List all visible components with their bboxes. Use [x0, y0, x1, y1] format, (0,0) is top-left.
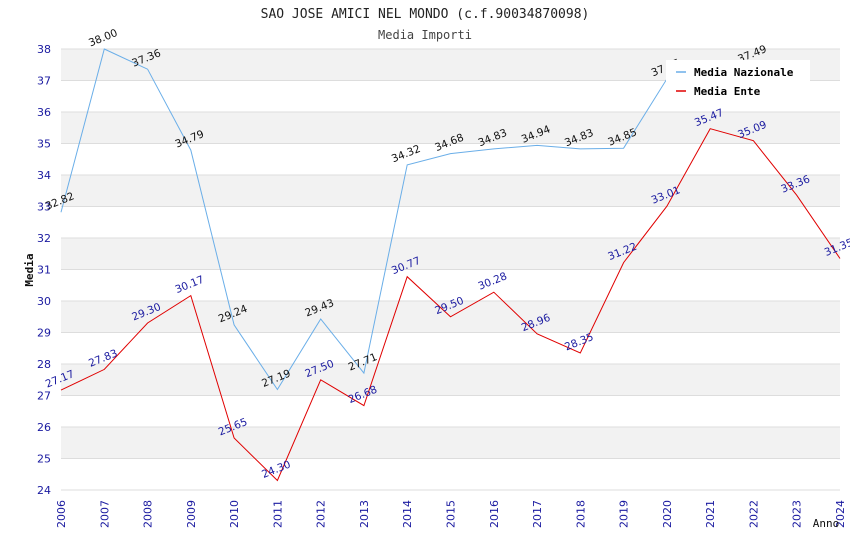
x-tick-label: 2021: [704, 500, 717, 528]
y-axis-label: Media: [23, 253, 36, 286]
x-tick-label: 2017: [531, 500, 544, 528]
grid-band: [61, 238, 840, 270]
x-tick-label: 2010: [228, 500, 241, 528]
grid-band: [61, 112, 840, 144]
x-tick-label: 2015: [445, 500, 458, 528]
y-tick-label: 32: [37, 232, 51, 245]
x-tick-label: 2019: [618, 500, 631, 528]
y-tick-label: 24: [37, 484, 51, 497]
data-label: 24.30: [260, 459, 292, 481]
x-tick-label: 2016: [488, 500, 501, 528]
grid-bands: [61, 49, 840, 459]
x-tick-label: 2014: [401, 500, 414, 528]
y-tick-label: 25: [37, 453, 51, 466]
y-tick-label: 26: [37, 421, 51, 434]
x-tick-label: 2013: [358, 500, 371, 528]
grid-band: [61, 364, 840, 396]
legend: Media Nazionale Media Ente: [666, 60, 810, 100]
legend-label: Media Nazionale: [694, 66, 794, 79]
y-tick-label: 27: [37, 390, 51, 403]
y-tick-label: 38: [37, 43, 51, 56]
x-tick-label: 2012: [315, 500, 328, 528]
chart-title: SAO JOSE AMICI NEL MONDO (c.f.9003487009…: [261, 7, 590, 22]
y-tick-label: 33: [37, 201, 51, 214]
x-axis-ticks: 2006 2007 2008 2009 2010 2011 2012 2013 2014 2015…: [55, 500, 847, 528]
y-tick-label: 35: [37, 138, 51, 151]
x-tick-label: 2018: [574, 500, 587, 528]
y-tick-label: 36: [37, 106, 51, 119]
grid-band: [61, 175, 840, 207]
data-label: 30.28: [476, 270, 508, 292]
x-tick-label: 2011: [271, 500, 284, 528]
y-tick-label: 34: [37, 169, 51, 182]
series-line-media-nazionale: [60, 48, 754, 391]
y-tick-label: 29: [37, 327, 51, 340]
x-tick-label: 2008: [142, 500, 155, 528]
data-label: 32.82: [44, 190, 76, 212]
x-axis-label: Anno: [813, 517, 840, 530]
x-tick-label: 2023: [791, 500, 804, 528]
series-lines: [60, 48, 841, 482]
grid-band: [61, 427, 840, 459]
x-tick-label: 2007: [98, 500, 111, 528]
chart-subtitle: Media Importi: [378, 28, 472, 42]
data-label: 30.17: [173, 274, 205, 296]
x-tick-label: 2020: [661, 500, 674, 528]
x-tick-label: 2024: [834, 500, 847, 528]
legend-box: [666, 60, 810, 100]
x-tick-label: 2022: [747, 500, 760, 528]
y-axis-ticks: 24 25 26 27 28 29 30 31 32 33 34 35 36 37 38: [37, 43, 51, 497]
legend-label: Media Ente: [694, 85, 761, 98]
y-tick-label: 30: [37, 295, 51, 308]
x-tick-label: 2009: [185, 500, 198, 528]
y-tick-label: 31: [37, 264, 51, 277]
x-tick-label: 2006: [55, 500, 68, 528]
series-line-media-ente: [60, 128, 841, 482]
y-tick-label: 28: [37, 358, 51, 371]
y-tick-label: 37: [37, 75, 51, 88]
data-label: 38.00: [87, 27, 119, 49]
data-label: 28.35: [563, 331, 595, 353]
